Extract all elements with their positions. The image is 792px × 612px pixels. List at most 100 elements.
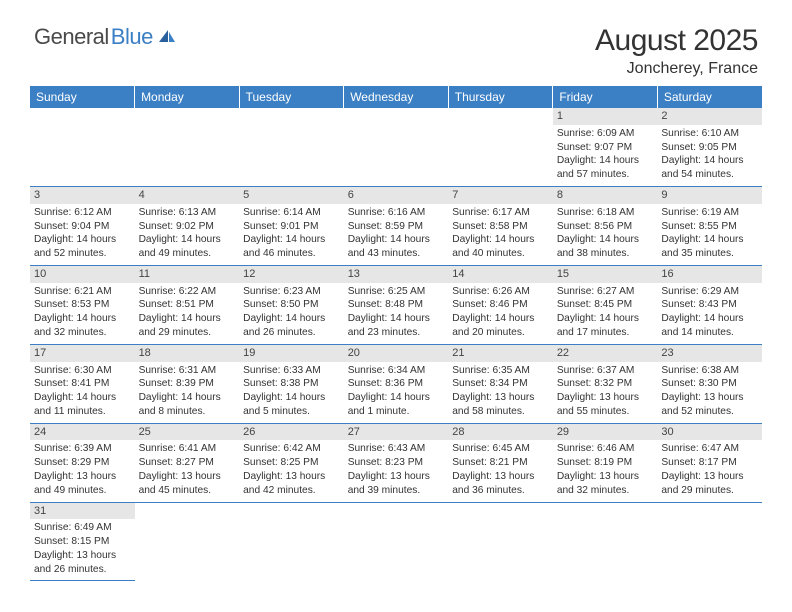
daylight-line-2: and 36 minutes.: [452, 484, 549, 498]
calendar-cell: 24Sunrise: 6:39 AMSunset: 8:29 PMDayligh…: [30, 423, 135, 502]
daylight-line-2: and 5 minutes.: [243, 405, 340, 419]
daylight-line-2: and 40 minutes.: [452, 247, 549, 261]
day-number: 13: [344, 266, 449, 283]
sunrise-line: Sunrise: 6:14 AM: [243, 206, 340, 220]
calendar-row: 10Sunrise: 6:21 AMSunset: 8:53 PMDayligh…: [30, 265, 762, 344]
sunrise-line: Sunrise: 6:13 AM: [139, 206, 236, 220]
daylight-line-2: and 23 minutes.: [348, 326, 445, 340]
calendar-cell-empty: [239, 108, 344, 186]
calendar-cell: 16Sunrise: 6:29 AMSunset: 8:43 PMDayligh…: [657, 265, 762, 344]
daylight-line-2: and 54 minutes.: [661, 168, 758, 182]
sunrise-line: Sunrise: 6:33 AM: [243, 364, 340, 378]
sunrise-line: Sunrise: 6:23 AM: [243, 285, 340, 299]
daynum-empty: [344, 108, 449, 125]
calendar-cell: 26Sunrise: 6:42 AMSunset: 8:25 PMDayligh…: [239, 423, 344, 502]
sunrise-line: Sunrise: 6:38 AM: [661, 364, 758, 378]
calendar-cell: 6Sunrise: 6:16 AMSunset: 8:59 PMDaylight…: [344, 186, 449, 265]
sunrise-line: Sunrise: 6:42 AM: [243, 442, 340, 456]
calendar-row: 1Sunrise: 6:09 AMSunset: 9:07 PMDaylight…: [30, 108, 762, 186]
sunset-line: Sunset: 9:05 PM: [661, 141, 758, 155]
calendar-cell: 14Sunrise: 6:26 AMSunset: 8:46 PMDayligh…: [448, 265, 553, 344]
daylight-line-2: and 39 minutes.: [348, 484, 445, 498]
daylight-line: Daylight: 13 hours: [452, 470, 549, 484]
daylight-line: Daylight: 13 hours: [557, 470, 654, 484]
day-header: Wednesday: [344, 86, 449, 108]
day-number: 28: [448, 424, 553, 441]
daylight-line: Daylight: 13 hours: [661, 470, 758, 484]
calendar-cell: 29Sunrise: 6:46 AMSunset: 8:19 PMDayligh…: [553, 423, 658, 502]
sunrise-line: Sunrise: 6:35 AM: [452, 364, 549, 378]
header: General Blue August 2025 Joncherey, Fran…: [0, 0, 792, 86]
daylight-line: Daylight: 14 hours: [139, 391, 236, 405]
daylight-line-2: and 17 minutes.: [557, 326, 654, 340]
daynum-empty: [135, 108, 240, 125]
calendar-cell-empty: [135, 108, 240, 186]
sunrise-line: Sunrise: 6:31 AM: [139, 364, 236, 378]
daynum-empty: [30, 108, 135, 125]
sunset-line: Sunset: 8:30 PM: [661, 377, 758, 391]
daylight-line-2: and 57 minutes.: [557, 168, 654, 182]
daylight-line: Daylight: 14 hours: [452, 312, 549, 326]
daylight-line-2: and 58 minutes.: [452, 405, 549, 419]
daylight-line: Daylight: 14 hours: [34, 391, 131, 405]
calendar-row: 31Sunrise: 6:49 AMSunset: 8:15 PMDayligh…: [30, 502, 762, 581]
calendar-cell-empty: [344, 502, 449, 581]
calendar-cell: 20Sunrise: 6:34 AMSunset: 8:36 PMDayligh…: [344, 344, 449, 423]
daylight-line: Daylight: 14 hours: [661, 154, 758, 168]
daylight-line-2: and 29 minutes.: [661, 484, 758, 498]
day-number: 7: [448, 187, 553, 204]
calendar-cell-empty: [657, 502, 762, 581]
calendar-cell: 7Sunrise: 6:17 AMSunset: 8:58 PMDaylight…: [448, 186, 553, 265]
sunrise-line: Sunrise: 6:41 AM: [139, 442, 236, 456]
day-number: 26: [239, 424, 344, 441]
calendar-cell-empty: [553, 502, 658, 581]
daylight-line: Daylight: 14 hours: [661, 312, 758, 326]
day-number: 25: [135, 424, 240, 441]
day-header: Friday: [553, 86, 658, 108]
day-number: 23: [657, 345, 762, 362]
logo-text-general: General: [34, 24, 109, 50]
daylight-line-2: and 43 minutes.: [348, 247, 445, 261]
logo-sail-icon: [157, 28, 177, 49]
day-number: 2: [657, 108, 762, 125]
daynum-empty: [239, 108, 344, 125]
calendar-cell-empty: [30, 108, 135, 186]
sunrise-line: Sunrise: 6:47 AM: [661, 442, 758, 456]
daylight-line: Daylight: 14 hours: [348, 233, 445, 247]
calendar-cell: 15Sunrise: 6:27 AMSunset: 8:45 PMDayligh…: [553, 265, 658, 344]
daylight-line-2: and 8 minutes.: [139, 405, 236, 419]
daylight-line-2: and 45 minutes.: [139, 484, 236, 498]
calendar-body: 1Sunrise: 6:09 AMSunset: 9:07 PMDaylight…: [30, 108, 762, 581]
daylight-line-2: and 52 minutes.: [34, 247, 131, 261]
daylight-line-2: and 52 minutes.: [661, 405, 758, 419]
sunset-line: Sunset: 8:17 PM: [661, 456, 758, 470]
sunset-line: Sunset: 8:29 PM: [34, 456, 131, 470]
sunrise-line: Sunrise: 6:46 AM: [557, 442, 654, 456]
sunset-line: Sunset: 8:36 PM: [348, 377, 445, 391]
sunrise-line: Sunrise: 6:29 AM: [661, 285, 758, 299]
day-header: Sunday: [30, 86, 135, 108]
daylight-line-2: and 32 minutes.: [557, 484, 654, 498]
location: Joncherey, France: [595, 60, 758, 78]
sunrise-line: Sunrise: 6:27 AM: [557, 285, 654, 299]
daylight-line-2: and 26 minutes.: [243, 326, 340, 340]
day-header: Monday: [135, 86, 240, 108]
daylight-line-2: and 11 minutes.: [34, 405, 131, 419]
sunrise-line: Sunrise: 6:12 AM: [34, 206, 131, 220]
calendar-cell-empty: [448, 108, 553, 186]
daylight-line: Daylight: 13 hours: [34, 470, 131, 484]
daylight-line-2: and 26 minutes.: [34, 563, 131, 577]
day-number: 24: [30, 424, 135, 441]
calendar-cell: 31Sunrise: 6:49 AMSunset: 8:15 PMDayligh…: [30, 502, 135, 581]
calendar-cell: 18Sunrise: 6:31 AMSunset: 8:39 PMDayligh…: [135, 344, 240, 423]
calendar-cell: 2Sunrise: 6:10 AMSunset: 9:05 PMDaylight…: [657, 108, 762, 186]
day-header-row: SundayMondayTuesdayWednesdayThursdayFrid…: [30, 86, 762, 108]
calendar-cell: 9Sunrise: 6:19 AMSunset: 8:55 PMDaylight…: [657, 186, 762, 265]
sunrise-line: Sunrise: 6:18 AM: [557, 206, 654, 220]
sunset-line: Sunset: 8:25 PM: [243, 456, 340, 470]
daylight-line: Daylight: 14 hours: [348, 391, 445, 405]
daylight-line: Daylight: 13 hours: [452, 391, 549, 405]
calendar-cell: 23Sunrise: 6:38 AMSunset: 8:30 PMDayligh…: [657, 344, 762, 423]
month-title: August 2025: [595, 24, 758, 58]
sunrise-line: Sunrise: 6:09 AM: [557, 127, 654, 141]
